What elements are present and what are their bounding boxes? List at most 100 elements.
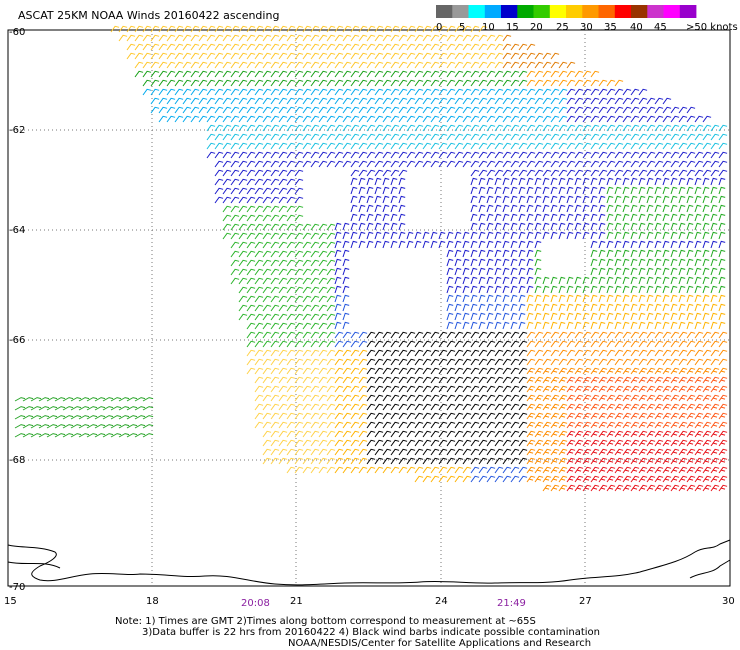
- wind-barb: [302, 79, 312, 87]
- wind-barb: [102, 406, 114, 411]
- wind-barb: [486, 376, 496, 384]
- wind-barb: [606, 331, 616, 339]
- wind-barb: [694, 186, 702, 195]
- wind-barb: [494, 70, 504, 78]
- wind-barb: [646, 484, 656, 492]
- wind-barb: [454, 25, 464, 33]
- wind-barb: [342, 124, 352, 132]
- wind-barb: [350, 79, 360, 87]
- wind-barb: [102, 397, 114, 402]
- wind-barb: [350, 412, 360, 420]
- wind-barb: [382, 213, 390, 222]
- wind-barb: [294, 304, 304, 312]
- wind-barb: [550, 61, 560, 69]
- wind-barb: [558, 367, 568, 375]
- wind-barb: [574, 106, 584, 114]
- wind-barb: [582, 303, 590, 312]
- wind-barb: [654, 177, 662, 186]
- wind-barb: [150, 88, 160, 96]
- wind-barb: [422, 457, 432, 465]
- wind-barb: [670, 285, 678, 294]
- wind-barb: [614, 79, 624, 87]
- wind-barb: [510, 151, 520, 159]
- wind-barb: [310, 295, 320, 303]
- wind-barb: [262, 403, 272, 411]
- wind-barb: [638, 151, 648, 159]
- wind-barb: [390, 240, 398, 249]
- wind-barb: [430, 88, 440, 96]
- wind-barb: [366, 160, 376, 168]
- wind-barb: [334, 231, 342, 240]
- wind-barb: [278, 61, 288, 69]
- wind-barb: [262, 151, 272, 159]
- wind-barb: [350, 349, 360, 357]
- wind-barb: [630, 385, 640, 393]
- wind-barb: [246, 241, 256, 249]
- wind-barb: [358, 186, 366, 195]
- wind-barb: [598, 231, 606, 240]
- wind-barb: [502, 240, 510, 249]
- wind-barb: [302, 385, 312, 393]
- wind-barb: [670, 358, 680, 366]
- wind-barb: [526, 52, 536, 60]
- wind-barb: [670, 276, 678, 285]
- wind-barb: [454, 340, 464, 348]
- wind-barb: [326, 232, 336, 240]
- wind-barb: [518, 439, 528, 447]
- wind-barb: [518, 142, 528, 150]
- wind-barb: [678, 285, 686, 294]
- wind-barb: [574, 151, 584, 159]
- wind-barb: [342, 448, 352, 456]
- wind-barb: [518, 276, 526, 285]
- wind-barb: [462, 142, 472, 150]
- wind-barb: [534, 358, 544, 366]
- wind-barb: [510, 412, 520, 420]
- wind-barb: [310, 367, 320, 375]
- wind-barb: [350, 70, 360, 78]
- wind-barb: [102, 415, 114, 420]
- wind-barb: [230, 124, 240, 132]
- wind-barb: [334, 394, 344, 402]
- wind-barb: [422, 160, 432, 168]
- wind-barb: [286, 52, 296, 60]
- wind-barb: [470, 142, 480, 150]
- wind-barb: [566, 294, 574, 303]
- wind-barb: [670, 258, 678, 267]
- wind-barb: [478, 466, 488, 474]
- note-line: NOAA/NESDIS/Center for Satellite Applica…: [288, 638, 592, 649]
- wind-barb: [478, 231, 486, 240]
- wind-barb: [374, 358, 384, 366]
- wind-barb: [446, 25, 456, 33]
- wind-barb: [422, 142, 432, 150]
- wind-barb: [374, 349, 384, 357]
- wind-barb: [254, 421, 264, 429]
- wind-barb: [630, 457, 640, 465]
- wind-barb: [286, 214, 296, 222]
- wind-barb: [606, 79, 616, 87]
- wind-barb: [382, 115, 392, 123]
- wind-barb: [382, 61, 392, 69]
- wind-barb: [606, 177, 614, 186]
- wind-barb: [414, 70, 424, 78]
- wind-barb: [566, 97, 576, 105]
- wind-barb: [614, 303, 622, 312]
- wind-barb: [182, 34, 192, 42]
- wind-barb: [662, 403, 672, 411]
- wind-barb: [318, 367, 328, 375]
- wind-barb: [382, 222, 390, 231]
- wind-barb: [446, 421, 456, 429]
- wind-barb: [318, 52, 328, 60]
- wind-barb: [478, 430, 488, 438]
- wind-barb: [654, 142, 664, 150]
- wind-barb: [542, 312, 550, 321]
- wind-barb: [694, 376, 704, 384]
- wind-barb: [382, 88, 392, 96]
- wind-barb: [542, 151, 552, 159]
- wind-barb: [462, 331, 472, 339]
- wind-barb: [662, 276, 670, 285]
- wind-barb: [358, 124, 368, 132]
- wind-barb: [646, 276, 654, 285]
- wind-barb: [422, 97, 432, 105]
- wind-barb: [710, 249, 718, 258]
- wind-barb: [214, 34, 224, 42]
